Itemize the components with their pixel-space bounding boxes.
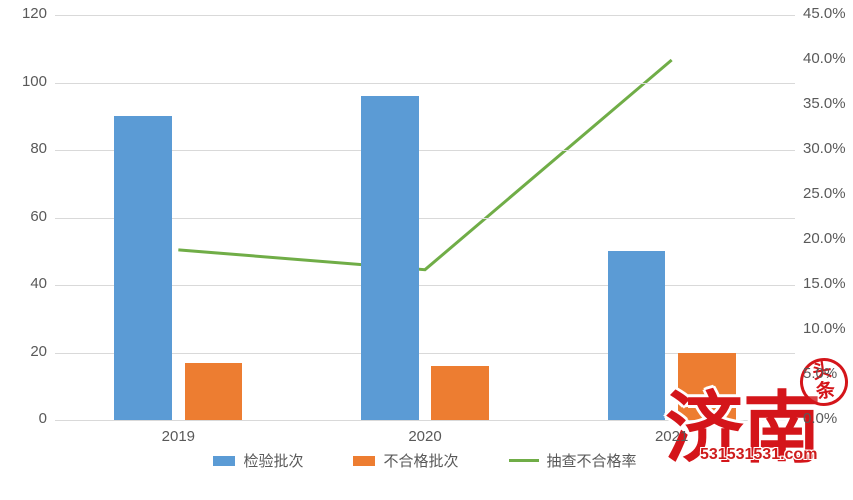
legend-item-rate: 抽查不合格率 <box>509 450 637 471</box>
y-right-tick-label: 20.0% <box>803 230 846 247</box>
legend-label: 检验批次 <box>243 450 303 471</box>
y-right-tick-label: 30.0% <box>803 140 846 157</box>
y-right-tick-label: 10.0% <box>803 320 846 337</box>
y-left-tick-label: 80 <box>0 140 47 157</box>
legend-item-fail: 不合格批次 <box>353 450 458 471</box>
x-tick-label: 2019 <box>162 428 195 445</box>
chart-container: 检验批次不合格批次抽查不合格率 济南 头 条 531531531.com 020… <box>0 0 853 500</box>
y-left-tick-label: 0 <box>0 410 47 427</box>
bar-fail <box>431 366 489 420</box>
y-left-tick-label: 100 <box>0 73 47 90</box>
bar-inspect <box>114 116 172 420</box>
y-right-tick-label: 45.0% <box>803 5 846 22</box>
bar-inspect <box>608 251 666 420</box>
y-right-tick-label: 35.0% <box>803 95 846 112</box>
y-right-tick-label: 5.0% <box>803 365 837 382</box>
gridline <box>55 15 795 16</box>
legend-item-inspect: 检验批次 <box>213 450 303 471</box>
legend-swatch <box>353 456 375 466</box>
y-right-tick-label: 0.0% <box>803 410 837 427</box>
legend-swatch <box>509 459 539 462</box>
gridline <box>55 83 795 84</box>
gridline <box>55 420 795 421</box>
y-left-tick-label: 120 <box>0 5 47 22</box>
y-left-tick-label: 20 <box>0 343 47 360</box>
legend-label: 抽查不合格率 <box>547 450 637 471</box>
legend-swatch <box>213 456 235 466</box>
legend-label: 不合格批次 <box>383 450 458 471</box>
y-right-tick-label: 15.0% <box>803 275 846 292</box>
legend: 检验批次 不合格批次 抽查不合格率 <box>55 450 795 471</box>
x-tick-label: 2020 <box>408 428 441 445</box>
y-left-tick-label: 60 <box>0 208 47 225</box>
y-right-tick-label: 40.0% <box>803 50 846 67</box>
y-right-tick-label: 25.0% <box>803 185 846 202</box>
line-rate <box>178 60 671 270</box>
bar-fail <box>185 363 243 420</box>
x-tick-label: 2021 <box>655 428 688 445</box>
bar-inspect <box>361 96 419 420</box>
bar-fail <box>678 353 736 421</box>
y-left-tick-label: 40 <box>0 275 47 292</box>
plot-area <box>55 15 795 420</box>
watermark-stamp: 头 条 <box>796 354 852 410</box>
